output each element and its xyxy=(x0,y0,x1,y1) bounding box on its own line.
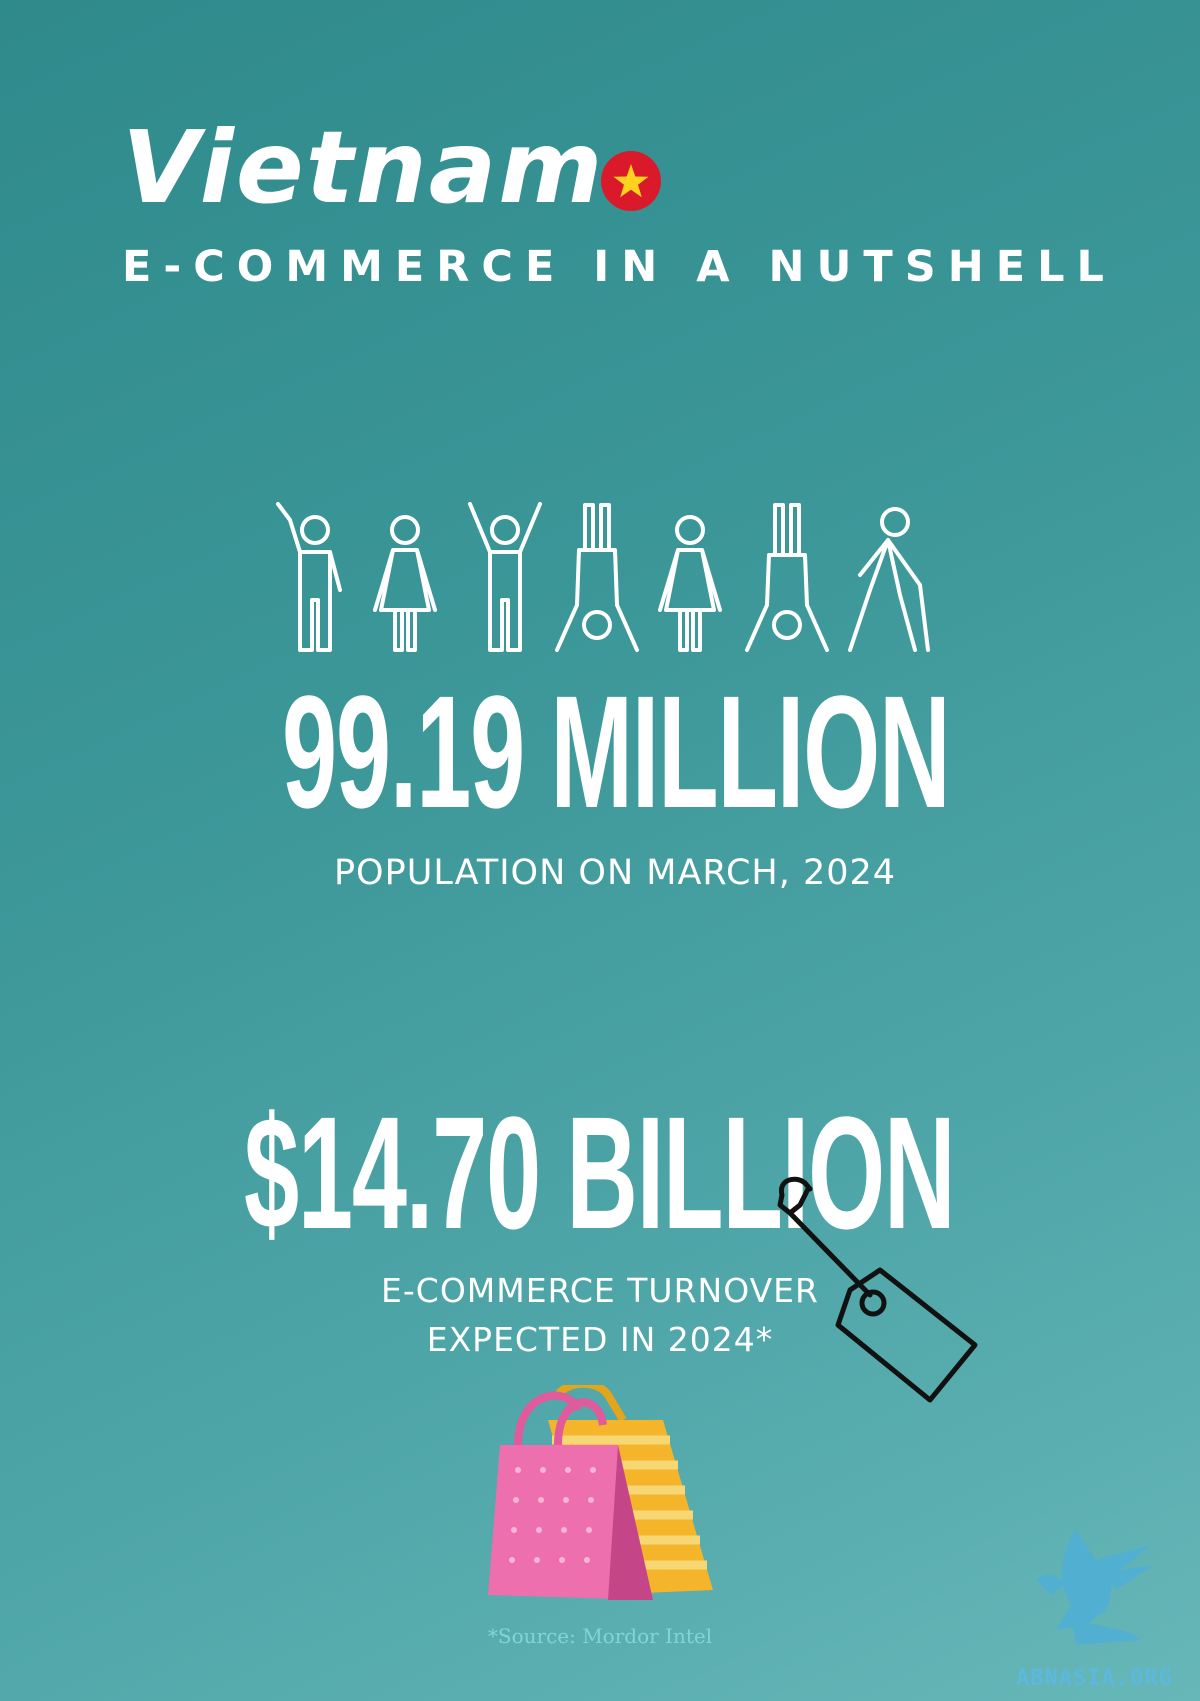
ecommerce-label: E-COMMERCE TURNOVER EXPECTED IN 2024* xyxy=(300,1266,900,1364)
ecommerce-label-line1: E-COMMERCE TURNOVER xyxy=(381,1271,819,1310)
people-figures-icon xyxy=(276,502,930,652)
page-title: Vietnam xyxy=(122,109,605,226)
ecommerce-value: $14.70 BILLION xyxy=(244,1083,956,1262)
shopping-bags-icon xyxy=(488,1385,713,1600)
ecommerce-label-line2: EXPECTED IN 2024* xyxy=(426,1320,774,1359)
logo-text: ABNASIA.ORG xyxy=(1016,1666,1173,1691)
source-note: *Source: Mordor Intel xyxy=(487,1624,713,1648)
vietnam-flag-icon xyxy=(601,151,661,211)
population-value: 99.19 MILLION xyxy=(282,662,951,841)
griffin-logo-icon xyxy=(1036,1530,1154,1645)
price-tag-icon xyxy=(777,1176,978,1403)
population-label: POPULATION ON MARCH, 2024 xyxy=(333,853,897,893)
page-subtitle: E-COMMERCE IN A NUTSHELL xyxy=(122,242,1116,292)
